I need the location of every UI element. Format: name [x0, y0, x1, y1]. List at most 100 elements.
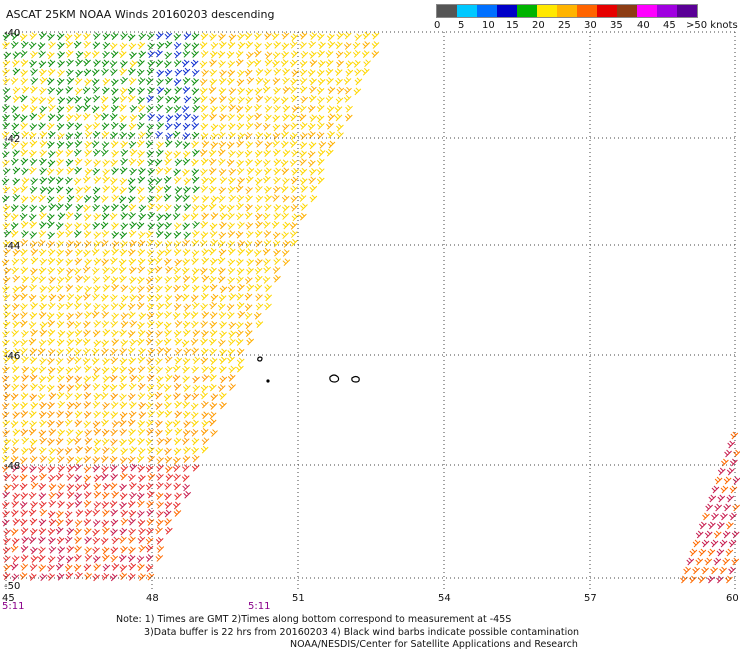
- wind-barb: [128, 77, 137, 86]
- wind-barb: [164, 374, 173, 382]
- wind-barb: [101, 572, 110, 581]
- wind-barb: [57, 500, 65, 509]
- wind-barb: [92, 94, 101, 103]
- wind-barb: [246, 59, 255, 68]
- wind-barb: [723, 503, 732, 512]
- wind-barb: [2, 59, 11, 68]
- wind-barb: [20, 203, 28, 212]
- wind-barb: [38, 536, 46, 544]
- wind-barb: [164, 139, 173, 148]
- wind-barb: [192, 329, 201, 338]
- wind-barb: [84, 553, 93, 562]
- wind-barb: [156, 141, 164, 150]
- wind-barb: [253, 49, 262, 58]
- wind-barb: [37, 393, 46, 401]
- wind-barb: [128, 517, 136, 526]
- wind-barb: [47, 319, 56, 328]
- wind-barb: [65, 40, 74, 49]
- wind-barb: [217, 240, 226, 248]
- wind-barb: [226, 141, 235, 150]
- wind-barb: [20, 554, 29, 562]
- wind-barb: [201, 437, 210, 446]
- wind-barb: [57, 132, 65, 141]
- wind-barb: [30, 328, 38, 337]
- wind-barb: [2, 383, 11, 391]
- wind-barb: [120, 140, 128, 149]
- wind-barb: [110, 32, 119, 41]
- wind-barb: [191, 301, 200, 310]
- wind-barb: [129, 294, 138, 302]
- wind-barb: [226, 311, 235, 320]
- wind-barb: [138, 411, 147, 419]
- wind-barb: [11, 555, 20, 563]
- wind-barb: [316, 104, 325, 112]
- wind-barb: [156, 346, 165, 355]
- wind-barb: [708, 494, 717, 503]
- wind-barb: [209, 257, 218, 266]
- wind-barb: [127, 572, 136, 581]
- wind-barb: [100, 455, 109, 464]
- wind-barb: [92, 329, 101, 338]
- wind-barb: [119, 564, 128, 572]
- wind-barb: [30, 267, 38, 276]
- wind-barb: [127, 248, 136, 257]
- wind-barb: [218, 339, 226, 347]
- wind-barb: [236, 321, 244, 330]
- legend-label-25: 25: [558, 20, 571, 31]
- wind-barb: [11, 105, 19, 114]
- wind-barb: [264, 194, 272, 203]
- wind-barb: [199, 78, 208, 86]
- wind-barb: [84, 546, 92, 555]
- wind-barb: [57, 554, 65, 563]
- wind-barb: [181, 266, 190, 275]
- wind-barb: [19, 212, 28, 221]
- wind-barb: [29, 185, 38, 194]
- wind-barb: [64, 176, 73, 185]
- wind-barb: [127, 302, 136, 311]
- wind-barb: [353, 87, 362, 96]
- wind-barb: [56, 572, 65, 581]
- wind-barb: [182, 67, 191, 76]
- wind-barb: [101, 465, 109, 474]
- wind-barb: [11, 257, 20, 266]
- wind-barb: [38, 375, 47, 383]
- wind-barb: [118, 302, 127, 311]
- wind-barb: [38, 31, 47, 40]
- wind-barb: [228, 365, 237, 374]
- wind-barb: [208, 418, 217, 427]
- wind-barb: [30, 401, 39, 410]
- wind-barb: [244, 311, 253, 320]
- wind-barb: [290, 203, 299, 212]
- wind-barb: [371, 50, 380, 58]
- wind-barb: [64, 510, 73, 519]
- wind-barb: [156, 501, 164, 509]
- wind-barb: [255, 77, 264, 85]
- wind-barb: [173, 473, 181, 482]
- wind-barb: [273, 248, 281, 257]
- wind-barb: [210, 132, 219, 141]
- wind-barb: [73, 40, 82, 49]
- wind-barb: [10, 562, 19, 571]
- wind-barb: [307, 150, 316, 159]
- wind-barb: [362, 31, 371, 40]
- wind-barb: [236, 267, 245, 276]
- wind-barb: [138, 131, 146, 140]
- wind-barb: [48, 491, 57, 500]
- wind-barb: [74, 536, 82, 545]
- wind-barb: [56, 419, 64, 428]
- wind-barb: [227, 185, 236, 194]
- wind-barb: [237, 177, 245, 185]
- wind-barb: [83, 391, 92, 400]
- wind-barb: [66, 455, 75, 464]
- wind-barb: [110, 104, 119, 113]
- wind-barb: [19, 456, 28, 465]
- wind-barb: [155, 320, 164, 329]
- wind-barb: [75, 311, 83, 320]
- wind-barb: [101, 258, 109, 266]
- wind-barb: [226, 50, 235, 59]
- wind-barb: [10, 40, 19, 49]
- wind-barb: [83, 400, 92, 409]
- wind-barb: [111, 194, 119, 203]
- wind-barb: [182, 311, 191, 319]
- wind-barb: [29, 194, 38, 203]
